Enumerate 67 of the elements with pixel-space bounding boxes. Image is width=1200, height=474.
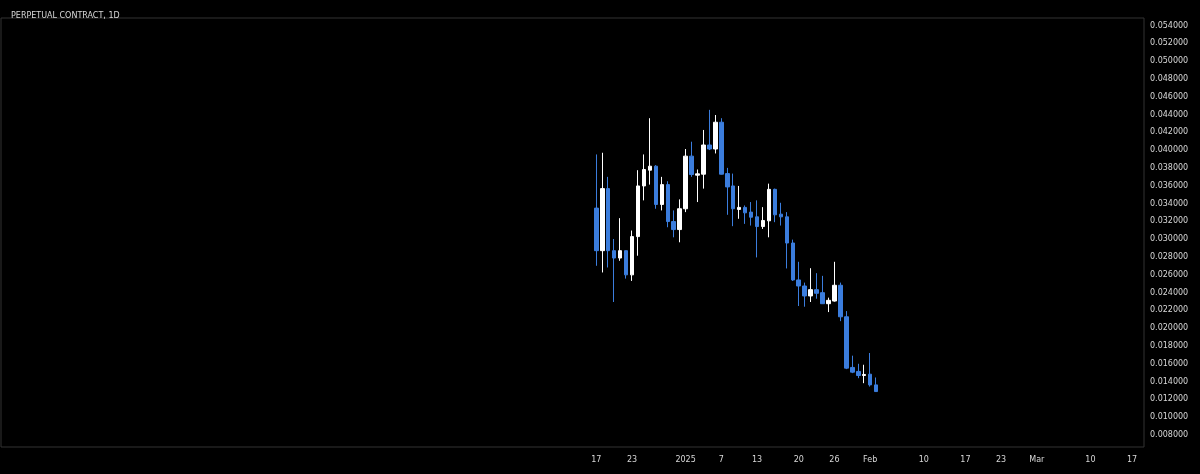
x-tick-label: 17 (591, 454, 602, 464)
candlestick (755, 199, 759, 258)
y-tick-label: 0.012000 (1150, 394, 1189, 404)
x-tick-label: 23 (996, 454, 1007, 464)
x-tick-label: 10 (1085, 454, 1096, 464)
y-tick-label: 0.018000 (1150, 341, 1189, 351)
candlestick (868, 352, 872, 388)
candlestick (606, 176, 610, 268)
x-tick-label: 2025 (675, 454, 696, 464)
y-tick-label: 0.044000 (1150, 109, 1189, 119)
y-tick-label: 0.046000 (1150, 91, 1189, 101)
x-tick-label: 10 (918, 454, 929, 464)
x-tick-label: Feb (863, 454, 878, 464)
y-tick-label: 0.020000 (1150, 323, 1189, 333)
y-tick-label: 0.010000 (1150, 412, 1189, 422)
candlestick (743, 204, 747, 225)
x-tick-label: 17 (960, 454, 971, 464)
candlestick (707, 109, 712, 151)
candlestick (642, 153, 646, 201)
y-tick-label: 0.034000 (1150, 198, 1189, 208)
candlestick (761, 206, 765, 230)
candlestick (612, 238, 616, 303)
y-tick-label: 0.026000 (1150, 269, 1189, 279)
candlestick (618, 217, 622, 262)
candlestick (785, 211, 789, 269)
y-tick-label: 0.036000 (1150, 180, 1189, 190)
candlestick (779, 202, 783, 227)
x-tick-label: 20 (793, 454, 804, 464)
y-tick-label: 0.022000 (1150, 305, 1189, 315)
y-tick-label: 0.050000 (1150, 56, 1189, 66)
y-tick-label: 0.032000 (1150, 216, 1189, 226)
y-tick-label: 0.048000 (1150, 74, 1189, 84)
candlestick (749, 201, 753, 227)
candlestick (689, 141, 694, 178)
candlestick (808, 267, 813, 303)
candlestick (630, 230, 634, 282)
candlestick (594, 153, 599, 267)
candlestick (654, 164, 658, 210)
y-tick-label: 0.042000 (1150, 127, 1189, 137)
candlestick (862, 364, 866, 384)
y-tick-label: 0.038000 (1150, 163, 1189, 173)
x-tick-label: 17 (1127, 454, 1138, 464)
y-tick-label: 0.030000 (1150, 234, 1189, 244)
chart-title: PERPETUAL CONTRACT, 1D (11, 10, 120, 20)
y-tick-label: 0.054000 (1150, 20, 1189, 30)
x-tick-label: 7 (718, 454, 724, 464)
candlestick (636, 169, 640, 257)
candlestick (773, 188, 777, 223)
x-tick-label: 26 (829, 454, 840, 464)
candlestick (713, 114, 718, 154)
candlestick (767, 183, 771, 238)
candlestick (600, 152, 605, 273)
candlestick (624, 250, 628, 280)
x-tick-label: 13 (751, 454, 763, 464)
y-tick-label: 0.028000 (1150, 252, 1189, 262)
candlestick (660, 176, 664, 211)
y-tick-label: 0.052000 (1150, 38, 1189, 48)
y-tick-label: 0.008000 (1150, 430, 1189, 440)
x-tick-label: 23 (626, 454, 638, 464)
candlestick (874, 376, 878, 393)
candlestick (737, 185, 741, 220)
candlestick (648, 117, 652, 186)
x-tick-label: Mar (1029, 454, 1046, 464)
y-tick-label: 0.040000 (1150, 145, 1189, 155)
y-tick-label: 0.014000 (1150, 376, 1189, 386)
y-tick-label: 0.016000 (1150, 358, 1189, 368)
y-tick-label: 0.024000 (1150, 287, 1189, 297)
